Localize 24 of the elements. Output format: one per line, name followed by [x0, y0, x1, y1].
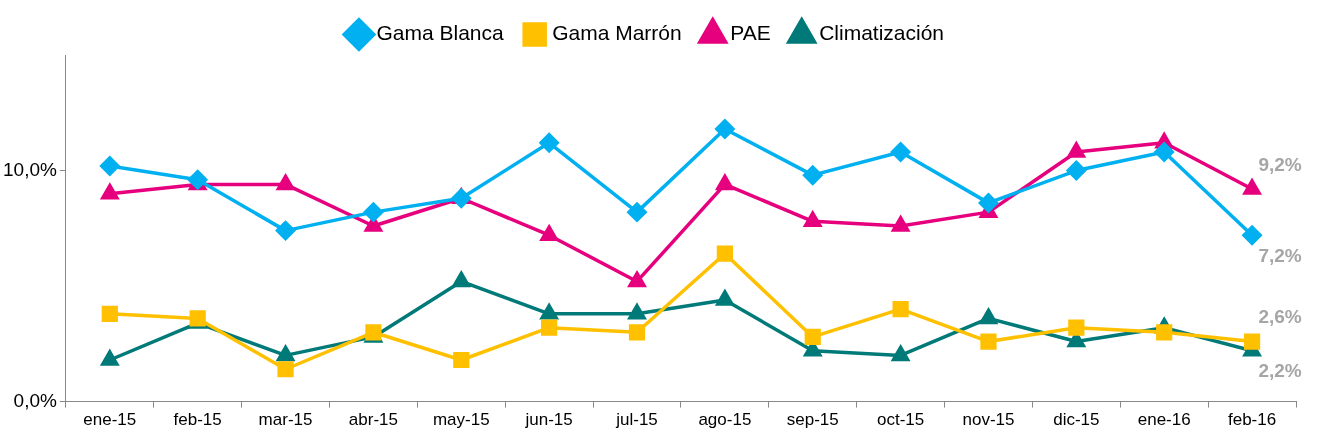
x-tick-label: abr-15: [348, 410, 398, 430]
x-tick-label: may-15: [432, 410, 490, 430]
legend-label: PAE: [730, 21, 771, 45]
legend-label: Gama Blanca: [376, 21, 504, 45]
data-label: 7,2%: [1258, 244, 1302, 266]
x-tick-label: ene-15: [83, 410, 137, 430]
x-tick-label: feb-15: [173, 410, 222, 430]
x-tick-label: mar-15: [258, 410, 313, 430]
x-tick-label: dic-15: [1053, 410, 1100, 430]
x-tick-label: jul-15: [615, 410, 658, 430]
y-tick-label: 10,0%: [3, 158, 57, 180]
legend-label: Climatización: [819, 21, 945, 45]
legend-label: Gama Marrón: [552, 21, 682, 45]
data-label: 9,2%: [1258, 153, 1302, 175]
data-label: 2,2%: [1258, 360, 1302, 382]
x-tick-label: nov-15: [962, 410, 1015, 430]
x-tick-label: sep-15: [786, 410, 839, 430]
x-tick-label: feb-16: [1227, 410, 1277, 430]
y-tick-label: 0,0%: [13, 389, 57, 411]
x-tick-label: jun-15: [524, 410, 573, 430]
x-tick-label: oct-15: [876, 410, 925, 430]
x-tick-label: ene-16: [1137, 410, 1191, 430]
data-label: 2,6%: [1258, 306, 1302, 328]
x-tick-label: ago-15: [698, 410, 752, 430]
